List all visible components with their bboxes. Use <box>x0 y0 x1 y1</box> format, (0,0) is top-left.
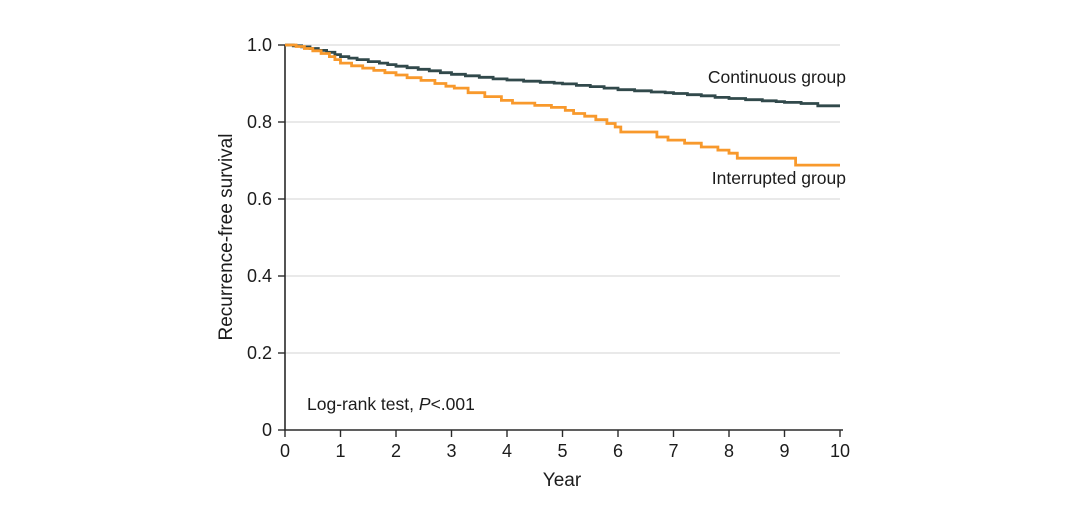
series-label-interrupted: Interrupted group <box>711 168 846 188</box>
y-tick-label: 0 <box>261 420 272 440</box>
y-tick-label: 0.6 <box>246 189 272 209</box>
continuous-group-curve <box>285 43 840 108</box>
y-tick-label: 0.4 <box>246 266 272 286</box>
x-tick-label: 3 <box>446 441 457 461</box>
x-tick-label: 5 <box>557 441 568 461</box>
x-tick-label: 2 <box>390 441 401 461</box>
y-tick-label: 0.2 <box>246 343 272 363</box>
x-tick-label: 0 <box>279 441 290 461</box>
y-tick-label: 0.8 <box>246 112 272 132</box>
x-tick-label: 1 <box>335 441 346 461</box>
x-tick-label: 9 <box>779 441 790 461</box>
y-axis-title: Recurrence-free survival <box>216 133 237 341</box>
x-axis-title: Year <box>542 470 582 491</box>
interrupted-group-curve <box>285 43 840 167</box>
logrank-annotation: Log-rank test, P<.001 <box>307 393 475 415</box>
x-tick-label: 7 <box>668 441 679 461</box>
logrank-suffix: <.001 <box>430 394 475 414</box>
x-tick-label: 8 <box>723 441 734 461</box>
y-tick-label: 1.0 <box>246 35 272 55</box>
logrank-prefix: Log-rank test, <box>307 394 419 414</box>
x-tick-label: 4 <box>501 441 512 461</box>
x-tick-label: 10 <box>829 441 851 461</box>
logrank-p-symbol: P <box>418 394 431 414</box>
series-label-continuous: Continuous group <box>707 67 846 87</box>
x-tick-label: 6 <box>612 441 623 461</box>
